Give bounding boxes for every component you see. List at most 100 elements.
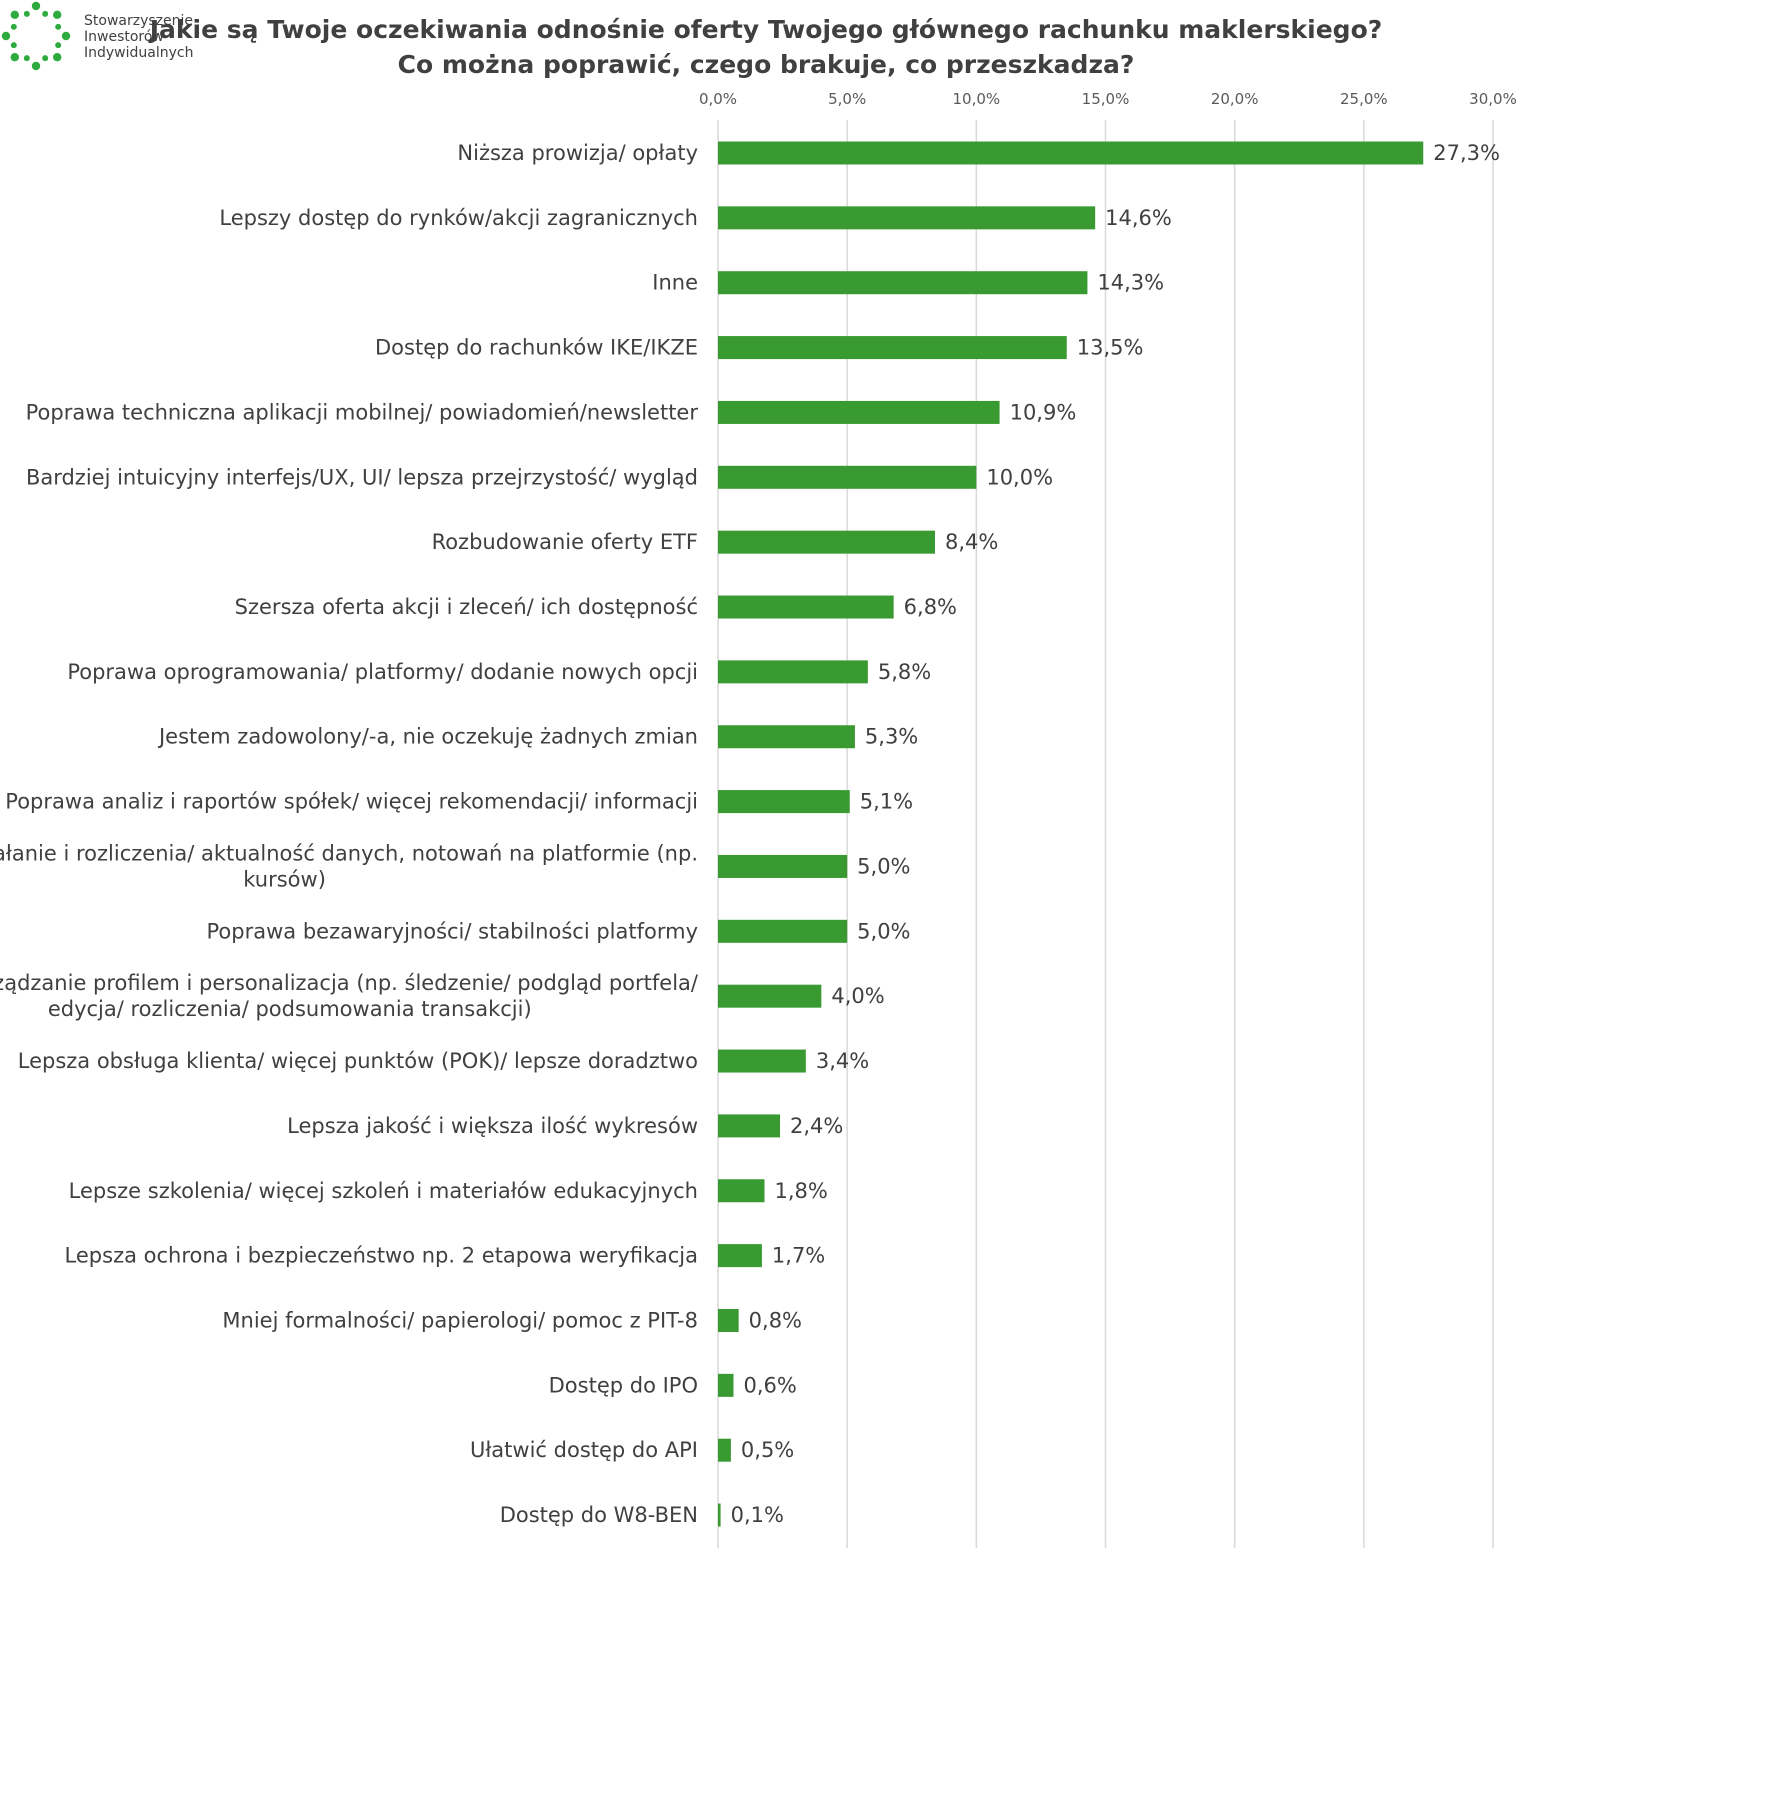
value-label: 5,3% bbox=[865, 725, 918, 749]
x-tick-label: 30,0% bbox=[1469, 90, 1517, 108]
value-label: 5,0% bbox=[857, 919, 910, 943]
logo-dot bbox=[53, 53, 62, 62]
category-label: edycja/ rozliczenia/ podsumowania transa… bbox=[48, 997, 532, 1021]
category-label: Bardziej intuicyjny interfejs/UX, UI/ le… bbox=[26, 465, 698, 489]
bars bbox=[718, 141, 1424, 1527]
category-label: Niższa prowizja/ opłaty bbox=[457, 141, 698, 165]
category-labels: Niższa prowizja/ opłaty Lepszy dostęp do … bbox=[0, 141, 699, 1527]
logo: Stowarzyszenie Inwestorów Indywidualnych bbox=[1, 1, 193, 71]
value-label: 3,4% bbox=[816, 1049, 869, 1073]
value-label: 1,7% bbox=[772, 1244, 825, 1268]
value-label: 4,0% bbox=[831, 984, 884, 1008]
category-label: Lepsza obsługa klienta/ więcej punktów (… bbox=[18, 1049, 698, 1073]
value-label: 1,8% bbox=[775, 1179, 828, 1203]
logo-dot bbox=[10, 10, 19, 19]
logo-dot bbox=[42, 10, 49, 17]
bar bbox=[718, 1438, 731, 1462]
bar bbox=[718, 1373, 734, 1397]
logo-line-2: Inwestorów bbox=[84, 29, 164, 45]
bar bbox=[718, 271, 1088, 295]
bar bbox=[718, 1114, 780, 1138]
x-tick-label: 15,0% bbox=[1082, 90, 1130, 108]
category-label: Inne bbox=[652, 271, 698, 295]
category-label: Szybsze działanie i rozliczenia/ aktualn… bbox=[0, 841, 698, 865]
category-label: Lepsza jakość i większa ilość wykresów bbox=[287, 1114, 698, 1138]
logo-dot bbox=[61, 31, 71, 41]
value-label: 5,1% bbox=[860, 790, 913, 814]
bar bbox=[718, 660, 868, 684]
category-label: Dostęp do W8-BEN bbox=[500, 1503, 698, 1527]
x-tick-label: 10,0% bbox=[953, 90, 1001, 108]
category-label: kursów) bbox=[243, 867, 326, 891]
value-label: 13,5% bbox=[1077, 336, 1144, 360]
logo-dot bbox=[31, 1, 41, 11]
logo-dot bbox=[55, 42, 62, 49]
chart-title: Jakie są Twoje oczekiwania odnośnie ofer… bbox=[148, 15, 1383, 79]
value-label: 10,0% bbox=[986, 465, 1053, 489]
bar bbox=[718, 725, 855, 749]
category-label: Szersza oferta akcji i zleceń/ ich dostę… bbox=[235, 595, 698, 619]
value-label: 14,6% bbox=[1105, 206, 1172, 230]
category-label: Dostęp do rachunków IKE/IKZE bbox=[375, 336, 698, 360]
logo-line-3: Indywidualnych bbox=[84, 45, 193, 61]
category-label: Rozbudowanie oferty ETF bbox=[432, 530, 698, 554]
category-label: Lepszy dostęp do rynków/akcji zagraniczn… bbox=[219, 206, 698, 230]
x-tick-label: 20,0% bbox=[1211, 90, 1259, 108]
logo-dot bbox=[53, 10, 62, 19]
value-label: 5,0% bbox=[857, 854, 910, 878]
value-label: 0,6% bbox=[744, 1373, 797, 1397]
category-label: Poprawa bezawaryjności/ stabilności plat… bbox=[207, 919, 698, 943]
logo-dot bbox=[10, 42, 17, 49]
bar bbox=[718, 336, 1067, 360]
x-axis-ticks: 0,0% 5,0% 10,0% 15,0% 20,0% 25,0% 30,0% bbox=[699, 90, 1517, 108]
bar bbox=[718, 141, 1424, 165]
logo-line-1: Stowarzyszenie bbox=[84, 13, 193, 29]
category-label: Poprawa analiz i raportów spółek/ więcej… bbox=[5, 790, 698, 814]
logo-dot bbox=[1, 31, 11, 41]
value-label: 27,3% bbox=[1433, 141, 1500, 165]
category-label: Lepsze szkolenia/ więcej szkoleń i mater… bbox=[69, 1179, 698, 1203]
category-label: Jestem zadowolony/-a, nie oczekuję żadny… bbox=[157, 725, 698, 749]
logo-dot bbox=[42, 55, 49, 62]
category-label: Lepsze zarządzanie profilem i personaliz… bbox=[0, 971, 699, 995]
bar bbox=[718, 790, 850, 814]
x-tick-label: 0,0% bbox=[699, 90, 737, 108]
value-label: 5,8% bbox=[878, 660, 931, 684]
value-label: 0,1% bbox=[731, 1503, 784, 1527]
x-tick-label: 25,0% bbox=[1340, 90, 1388, 108]
bar bbox=[718, 1049, 806, 1073]
value-label: 10,9% bbox=[1010, 400, 1077, 424]
bar bbox=[718, 1503, 721, 1527]
category-label: Poprawa techniczna aplikacji mobilnej/ p… bbox=[26, 400, 699, 424]
category-label: Mniej formalności/ papierologi/ pomoc z … bbox=[222, 1308, 698, 1332]
logo-dot bbox=[55, 23, 62, 30]
value-label: 6,8% bbox=[904, 595, 957, 619]
bar bbox=[718, 1308, 739, 1332]
bar bbox=[718, 465, 977, 489]
value-label: 2,4% bbox=[790, 1114, 843, 1138]
bar bbox=[718, 1244, 762, 1268]
logo-dot bbox=[10, 23, 17, 30]
value-label: 0,5% bbox=[741, 1438, 794, 1462]
value-label: 0,8% bbox=[749, 1308, 802, 1332]
logo-dot bbox=[31, 61, 41, 71]
bar bbox=[718, 206, 1096, 230]
bar bbox=[718, 1179, 765, 1203]
chart-title-line-1: Jakie są Twoje oczekiwania odnośnie ofer… bbox=[148, 15, 1383, 44]
category-label: Lepsza ochrona i bezpieczeństwo np. 2 et… bbox=[65, 1244, 698, 1268]
category-label: Dostęp do IPO bbox=[549, 1373, 698, 1397]
bar bbox=[718, 595, 894, 619]
logo-dot bbox=[23, 10, 30, 17]
gridlines bbox=[717, 120, 1494, 1548]
bar bbox=[718, 400, 1000, 424]
value-labels: 27,3% 14,6% 14,3% 13,5% 10,9% 10,0% 8,4% 6,8% 5,… bbox=[731, 141, 1500, 1527]
bar bbox=[718, 854, 848, 878]
category-label: Ułatwić dostęp do API bbox=[470, 1438, 698, 1462]
bar bbox=[718, 530, 935, 554]
logo-dot bbox=[23, 55, 30, 62]
bar bbox=[718, 984, 822, 1008]
category-label: Poprawa oprogramowania/ platformy/ dodan… bbox=[67, 660, 698, 684]
value-label: 14,3% bbox=[1097, 271, 1164, 295]
logo-dot bbox=[10, 53, 19, 62]
